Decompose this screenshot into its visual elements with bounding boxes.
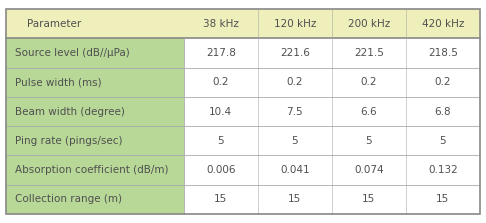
Text: 218.5: 218.5 (428, 48, 458, 58)
Text: 15: 15 (362, 194, 375, 204)
Text: 15: 15 (436, 194, 450, 204)
Text: 5: 5 (217, 136, 224, 146)
Bar (184, 38, 480, 214)
Text: Absorption coefficient (dB/m): Absorption coefficient (dB/m) (15, 165, 168, 175)
Text: 7.5: 7.5 (286, 107, 303, 116)
Text: 0.2: 0.2 (212, 77, 229, 87)
Text: 6.6: 6.6 (361, 107, 377, 116)
Text: Source level (dB//μPa): Source level (dB//μPa) (15, 48, 129, 58)
Text: 0.2: 0.2 (361, 77, 377, 87)
Text: 0.041: 0.041 (280, 165, 310, 175)
Text: Collection range (m): Collection range (m) (15, 194, 122, 204)
Text: Beam width (degree): Beam width (degree) (15, 107, 124, 116)
Text: 221.5: 221.5 (354, 48, 383, 58)
Text: 0.074: 0.074 (354, 165, 383, 175)
Text: 6.8: 6.8 (434, 107, 451, 116)
Text: 5: 5 (292, 136, 298, 146)
Text: 0.006: 0.006 (206, 165, 235, 175)
Text: 38 kHz: 38 kHz (203, 19, 239, 29)
Text: Pulse width (ms): Pulse width (ms) (15, 77, 102, 87)
Bar (6, 38, 184, 214)
Text: 5: 5 (440, 136, 446, 146)
Text: 217.8: 217.8 (206, 48, 236, 58)
Text: 10.4: 10.4 (209, 107, 232, 116)
Bar (6, 9, 480, 38)
Text: 15: 15 (214, 194, 227, 204)
Text: Ping rate (pings/sec): Ping rate (pings/sec) (15, 136, 122, 146)
Text: 5: 5 (365, 136, 372, 146)
Text: Parameter: Parameter (27, 19, 82, 29)
Text: 120 kHz: 120 kHz (274, 19, 316, 29)
Text: 200 kHz: 200 kHz (347, 19, 390, 29)
Text: 0.2: 0.2 (286, 77, 303, 87)
Text: 0.2: 0.2 (434, 77, 451, 87)
Text: 420 kHz: 420 kHz (422, 19, 464, 29)
Text: 0.132: 0.132 (428, 165, 458, 175)
Text: 221.6: 221.6 (280, 48, 310, 58)
Text: 15: 15 (288, 194, 301, 204)
